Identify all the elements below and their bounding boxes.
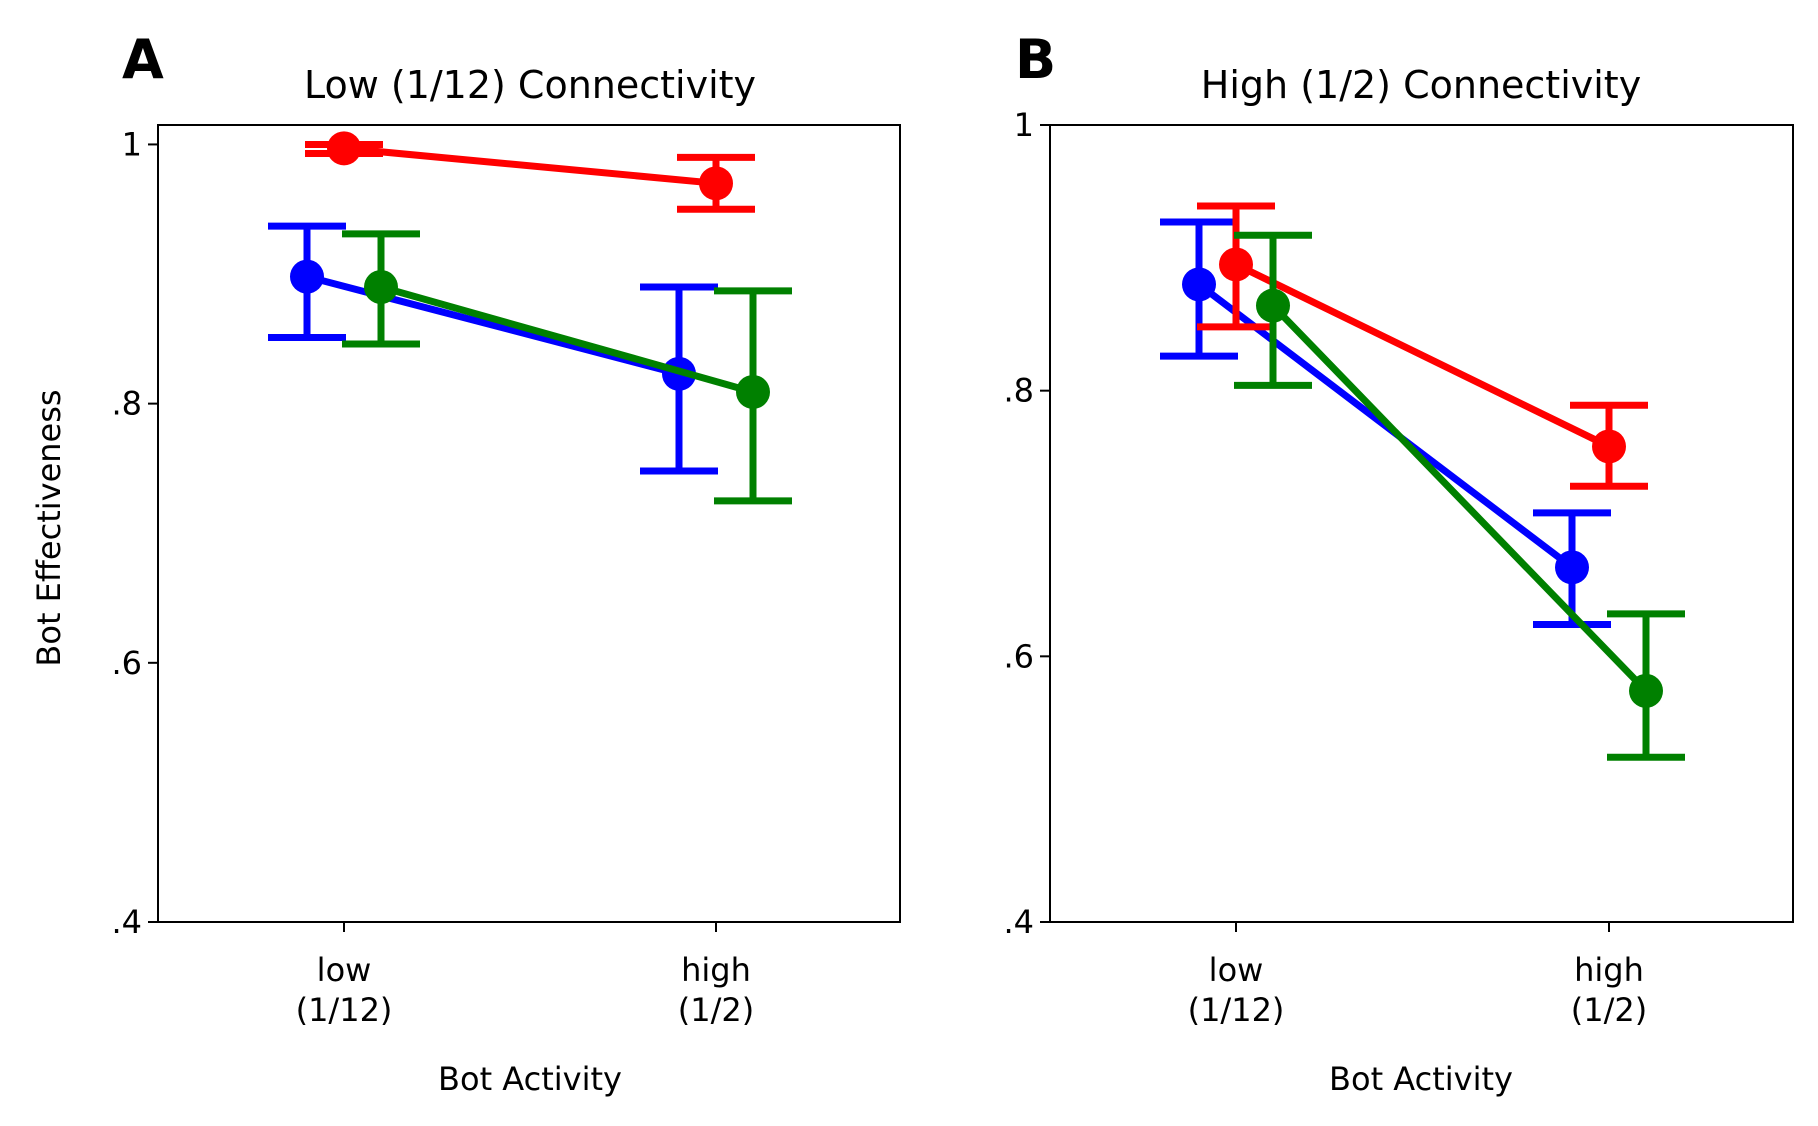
panel-b-ytick-label: .4: [1003, 903, 1034, 941]
panel-a-xtick-label: (1/12): [296, 991, 393, 1029]
panel-a-series-2: [342, 230, 792, 505]
panel-b-frame: [1049, 124, 1794, 923]
panel-b-ytick-label: 1: [1014, 106, 1034, 144]
panel-a-marks: [268, 131, 792, 505]
panel-a-xtick-label: (1/2): [678, 991, 754, 1029]
panel-a-ytick-label: .6: [111, 644, 142, 682]
panel-b-series-1: [1197, 202, 1648, 490]
panel-a-ticks: .4 .6 .8 1 low(1/12) high(1/2): [111, 125, 754, 1029]
panel-b-xtick-label: (1/2): [1571, 991, 1647, 1029]
data-point: [327, 131, 361, 166]
panel-b-title: High (1/2) Connectivity: [1201, 63, 1641, 107]
panel-b-xtick-label: high: [1574, 951, 1644, 989]
panel-a-ytick-label: 1: [122, 125, 142, 163]
panel-b-marks: [1160, 202, 1685, 761]
data-point: [699, 166, 733, 201]
panel-a-x-axis-label: Bot Activity: [438, 1060, 622, 1098]
panel-a-xtick-label: low: [317, 951, 372, 989]
panel-b: B High (1/2) Connectivity Bot Activity .…: [1003, 28, 1794, 1098]
panel-b-series-0: [1160, 218, 1611, 628]
panel-a: A Low (1/12) Connectivity Bot Effectiven…: [30, 28, 901, 1098]
panel-b-letter: B: [1015, 28, 1056, 91]
series-line: [343, 144, 717, 187]
data-point: [290, 259, 324, 294]
panel-b-ticks: .4 .6 .8 1 low(1/12) high(1/2): [1003, 106, 1647, 1029]
panel-a-series-1: [305, 131, 755, 213]
panel-a-xtick-label: high: [681, 951, 751, 989]
data-point: [736, 374, 770, 409]
data-point: [1592, 429, 1626, 464]
data-point: [1555, 550, 1589, 585]
panel-a-ytick-label: .4: [111, 903, 142, 941]
panel-a-frame: [157, 124, 901, 923]
series-line: [380, 283, 754, 396]
data-point: [1219, 247, 1253, 282]
series-line: [1270, 303, 1649, 694]
panel-b-xtick-label: (1/12): [1188, 991, 1285, 1029]
panel-a-letter: A: [122, 28, 164, 91]
panel-b-x-axis-label: Bot Activity: [1329, 1060, 1513, 1098]
panel-b-ytick-label: .6: [1003, 637, 1034, 675]
panel-b-series-2: [1234, 231, 1685, 761]
data-point: [1182, 267, 1216, 302]
data-point: [364, 269, 398, 304]
panel-a-title: Low (1/12) Connectivity: [304, 63, 756, 107]
panel-a-y-axis-label: Bot Effectiveness: [30, 389, 68, 666]
panel-b-xtick-label: low: [1209, 951, 1264, 989]
data-point: [1256, 288, 1290, 323]
series-line: [1234, 261, 1611, 450]
data-point: [1629, 673, 1663, 708]
panel-a-ytick-label: .8: [111, 385, 142, 423]
panel-b-ytick-label: .8: [1003, 372, 1034, 410]
